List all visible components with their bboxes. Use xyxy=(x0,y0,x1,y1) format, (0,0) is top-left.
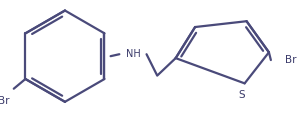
Text: Br: Br xyxy=(0,96,10,106)
Text: S: S xyxy=(238,90,245,100)
Text: Br: Br xyxy=(285,55,297,65)
Text: NH: NH xyxy=(126,49,140,59)
